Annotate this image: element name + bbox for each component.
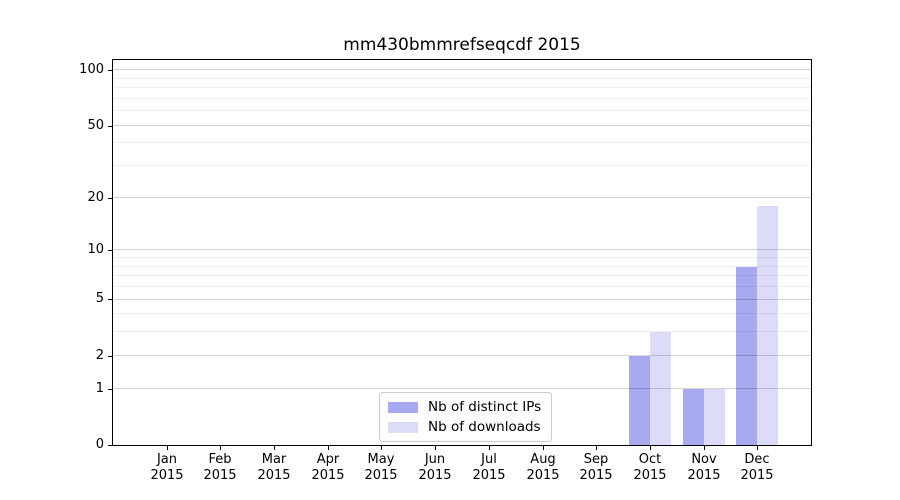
x-tick-mark [274, 446, 275, 450]
bar-nov-distinct-ips [682, 388, 704, 445]
chart-title: mm430bmmrefseqcdf 2015 [343, 35, 581, 55]
month-label: Jun [424, 452, 446, 467]
month-label: Mar [261, 452, 287, 467]
y-tick-label: 0 [95, 437, 104, 452]
year-label: 2015 [579, 468, 613, 483]
legend-label: Nb of downloads [428, 419, 541, 435]
legend-row: Nb of downloads [388, 419, 541, 435]
x-tick-mark [650, 446, 651, 450]
x-tick-mark [220, 446, 221, 450]
month-label: Nov [691, 452, 717, 467]
legend-row: Nb of distinct IPs [388, 399, 541, 415]
x-tick-mark [757, 446, 758, 450]
x-tick-label-apr: Apr 2015 [299, 452, 357, 484]
y-tick-mark [108, 250, 112, 251]
x-tick-mark [167, 446, 168, 450]
bar-dec-downloads [757, 205, 779, 445]
y-tick-mark [108, 389, 112, 390]
year-label: 2015 [526, 468, 560, 483]
year-label: 2015 [687, 468, 721, 483]
y-tick-label: 20 [87, 190, 104, 205]
y-tick-label: 10 [87, 242, 104, 257]
x-tick-label-oct: Oct 2015 [621, 452, 679, 484]
month-label: Apr [316, 452, 340, 467]
x-tick-mark [381, 446, 382, 450]
month-label: Oct [638, 452, 662, 467]
y-tick-mark [108, 126, 112, 127]
x-tick-label-sep: Sep 2015 [567, 452, 625, 484]
x-tick-label-jul: Jul 2015 [460, 452, 518, 484]
plot-area [112, 59, 812, 446]
year-label: 2015 [633, 468, 667, 483]
month-label: Dec [744, 452, 770, 467]
y-tick-label: 2 [95, 348, 104, 363]
month-label: Jan [156, 452, 178, 467]
month-label: Aug [530, 452, 556, 467]
y-tick-label: 100 [79, 62, 104, 77]
x-tick-label-dec: Dec 2015 [728, 452, 786, 484]
month-label: Feb [208, 452, 232, 467]
month-label: Jul [481, 452, 497, 467]
y-tick-mark [108, 445, 112, 446]
x-tick-label-nov: Nov 2015 [675, 452, 733, 484]
year-label: 2015 [203, 468, 237, 483]
legend-swatch [388, 421, 418, 433]
x-tick-label-jun: Jun 2015 [406, 452, 464, 484]
x-tick-mark [596, 446, 597, 450]
x-tick-label-jan: Jan 2015 [138, 452, 196, 484]
bar-oct-downloads [649, 332, 671, 445]
year-label: 2015 [150, 468, 184, 483]
x-tick-mark [328, 446, 329, 450]
x-tick-mark [489, 446, 490, 450]
bars-layer [113, 60, 811, 445]
y-tick-mark [108, 70, 112, 71]
legend-swatch [388, 401, 418, 413]
y-tick-mark [108, 198, 112, 199]
y-tick-label: 1 [95, 381, 104, 396]
x-tick-label-mar: Mar 2015 [245, 452, 303, 484]
y-tick-mark [108, 356, 112, 357]
x-tick-label-feb: Feb 2015 [191, 452, 249, 484]
x-tick-mark [543, 446, 544, 450]
y-tick-label: 50 [87, 118, 104, 133]
year-label: 2015 [257, 468, 291, 483]
year-label: 2015 [740, 468, 774, 483]
legend: Nb of distinct IPs Nb of downloads [379, 392, 553, 442]
x-tick-mark [435, 446, 436, 450]
y-tick-label: 5 [95, 291, 104, 306]
year-label: 2015 [472, 468, 506, 483]
bar-nov-downloads [703, 388, 725, 445]
legend-label: Nb of distinct IPs [428, 399, 542, 415]
bar-oct-distinct-ips [628, 355, 650, 445]
bar-dec-distinct-ips [736, 266, 758, 445]
year-label: 2015 [311, 468, 345, 483]
y-tick-mark [108, 299, 112, 300]
x-tick-label-aug: Aug 2015 [514, 452, 572, 484]
x-tick-label-may: May 2015 [352, 452, 410, 484]
month-label: May [367, 452, 395, 467]
year-label: 2015 [418, 468, 452, 483]
x-tick-mark [704, 446, 705, 450]
month-label: Sep [583, 452, 609, 467]
year-label: 2015 [364, 468, 398, 483]
